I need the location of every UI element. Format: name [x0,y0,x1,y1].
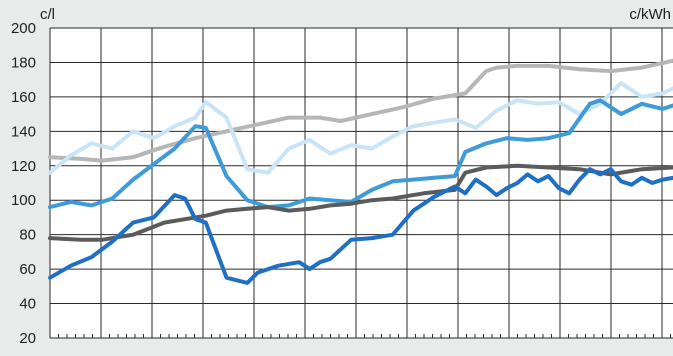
y-tick-label: 100 [11,192,36,209]
plot-area [50,28,673,338]
y-tick-label: 60 [19,261,36,278]
y-tick-label: 180 [11,54,36,71]
y-tick-label: 120 [11,158,36,175]
y-tick-label: 80 [19,227,36,244]
y-tick-label: 160 [11,89,36,106]
x-minor-ticks [49,334,671,338]
series-line-4 [48,163,673,242]
y-unit-right: c/kWh [629,6,671,23]
y-tick-label: 140 [11,123,36,140]
grid [49,27,673,339]
y-unit-left: c/l [40,6,55,23]
series-line-2 [48,81,673,175]
series-line-1 [48,58,673,163]
series-line-5 [48,167,673,285]
y-tick-labels: 20 40 60 80 100 120 140 160 180 200 [11,20,36,347]
y-tick-label: 200 [11,20,36,37]
series-group [48,58,673,285]
series-line-3 [48,98,673,210]
y-tick-label: 20 [19,330,36,347]
y-tick-label: 40 [19,296,36,313]
